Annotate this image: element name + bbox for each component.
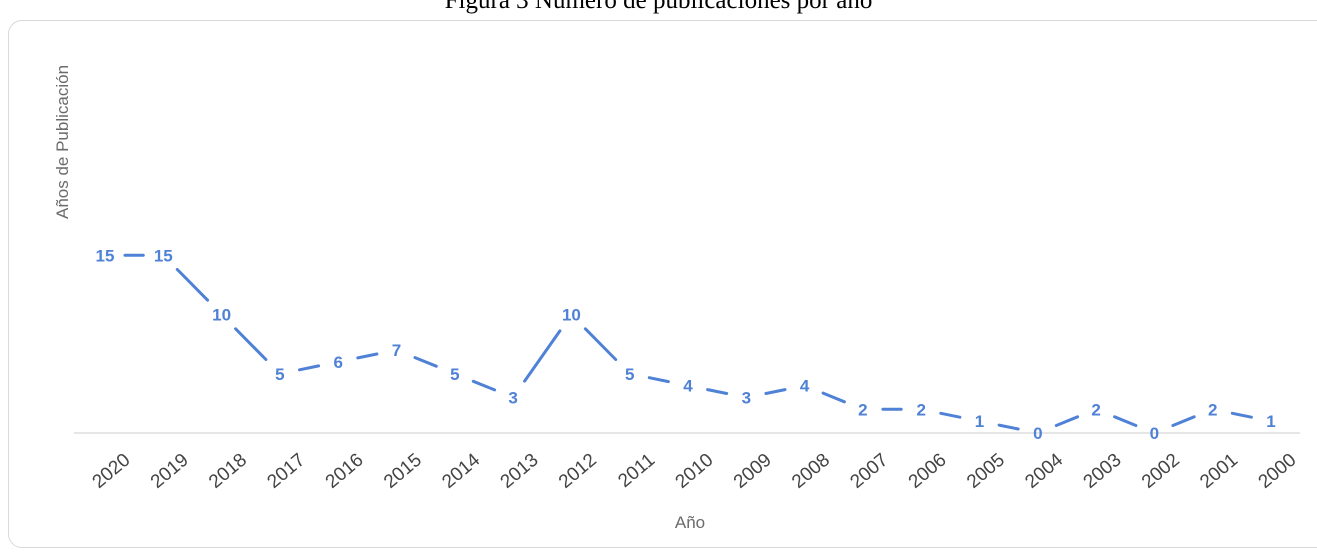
series-line-segment bbox=[471, 379, 497, 392]
data-label: 0 bbox=[1033, 424, 1042, 443]
series-line-segment bbox=[1113, 415, 1138, 427]
data-label: 15 bbox=[154, 246, 173, 265]
x-tick-label: 2017 bbox=[263, 450, 309, 493]
data-label: 5 bbox=[275, 365, 284, 384]
x-tick-label: 2001 bbox=[1196, 450, 1242, 493]
data-label: 2 bbox=[1091, 400, 1100, 419]
series-line-segment bbox=[356, 352, 379, 360]
series-line-segment bbox=[1054, 415, 1080, 427]
data-label: 2 bbox=[916, 400, 925, 419]
data-label: 5 bbox=[450, 365, 459, 384]
series-line-segment bbox=[298, 364, 321, 372]
x-tick-label: 2012 bbox=[555, 450, 601, 493]
x-tick-label: 2009 bbox=[730, 450, 776, 493]
data-label: 1 bbox=[975, 412, 984, 431]
series-line-segment bbox=[764, 388, 787, 395]
x-tick-label: 2019 bbox=[147, 450, 193, 493]
figure-caption-text: Figura 3 Número de publicaciones por año bbox=[444, 0, 873, 14]
x-tick-label: 2011 bbox=[614, 450, 659, 492]
data-label: 2 bbox=[1208, 400, 1217, 419]
series-line-segment bbox=[523, 329, 562, 383]
data-label: 10 bbox=[562, 306, 581, 325]
series-line-segment bbox=[706, 388, 729, 395]
series-line-segment bbox=[234, 327, 268, 361]
x-tick-label: 2002 bbox=[1138, 450, 1184, 493]
data-label: 10 bbox=[212, 306, 231, 325]
x-tick-label: 2014 bbox=[438, 449, 484, 493]
x-tick-label: 2004 bbox=[1021, 449, 1067, 493]
data-label: 1 bbox=[1266, 412, 1275, 431]
series-line-segment bbox=[1230, 411, 1253, 419]
x-tick-label: 2013 bbox=[497, 450, 543, 493]
data-label: 15 bbox=[96, 246, 115, 265]
data-label: 6 bbox=[333, 353, 342, 372]
series-line-segment bbox=[413, 356, 438, 368]
x-tick-label: 2000 bbox=[1255, 450, 1301, 493]
data-label: 4 bbox=[683, 377, 693, 396]
series-layer bbox=[123, 253, 1253, 431]
x-tick-label: 2008 bbox=[788, 450, 834, 493]
figure-caption: Figura 3 Número de publicaciones por año bbox=[0, 0, 1317, 20]
x-tick-label: 2003 bbox=[1080, 450, 1126, 493]
x-tick-label: 2015 bbox=[380, 450, 426, 493]
data-label: 4 bbox=[800, 377, 810, 396]
y-axis-title: Años de Publicación bbox=[53, 65, 72, 219]
x-tick-label: 2007 bbox=[846, 450, 892, 493]
series-line-segment bbox=[821, 391, 846, 404]
x-tick-labels-layer: 2020 2019 2018 2017 2016 2015 2014 2013 2012 2011… bbox=[89, 449, 1301, 493]
x-axis-title: Año bbox=[675, 513, 705, 532]
series-line-segment bbox=[583, 327, 618, 361]
series-line-segment bbox=[175, 268, 210, 302]
series-line-segment bbox=[1171, 415, 1196, 427]
data-label: 0 bbox=[1150, 424, 1159, 443]
x-tick-label: 2020 bbox=[89, 450, 135, 493]
chart-frame bbox=[8, 20, 1317, 548]
series-line-segment bbox=[647, 376, 670, 384]
data-label: 5 bbox=[625, 365, 634, 384]
data-label: 3 bbox=[742, 388, 751, 407]
x-tick-label: 2006 bbox=[905, 450, 951, 493]
series-line-segment bbox=[997, 423, 1020, 431]
x-tick-label: 2016 bbox=[322, 450, 368, 493]
series-line-segment bbox=[939, 411, 962, 419]
x-tick-label: 2018 bbox=[205, 450, 251, 493]
data-label: 3 bbox=[508, 388, 517, 407]
x-tick-label: 2010 bbox=[672, 450, 718, 493]
x-tick-label: 2005 bbox=[963, 450, 1009, 493]
data-label: 7 bbox=[392, 341, 401, 360]
data-label: 2 bbox=[858, 400, 867, 419]
